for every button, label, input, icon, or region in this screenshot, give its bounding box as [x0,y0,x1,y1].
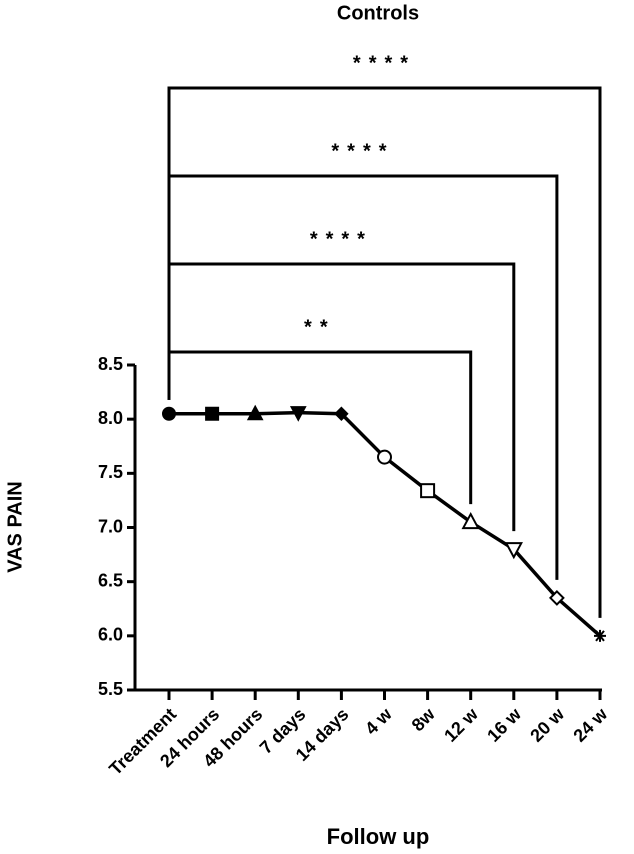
x-tick-label: 12 w [440,703,482,745]
significance-bracket [167,350,473,505]
y-axis-label: VAS PAIN [4,481,26,573]
marker [420,483,436,499]
marker [162,406,176,421]
marker [461,511,480,530]
x-tick-label: 24 w [569,703,611,745]
x-tick-label: 16 w [483,703,525,745]
significance-label: ** [304,316,336,338]
y-tick-label: 7.0 [98,516,123,536]
marker [205,406,220,421]
y-tick-label: 5.5 [98,679,123,699]
marker [504,542,523,560]
y-tick-label: 8.0 [98,408,123,428]
x-tick-label: 20 w [526,703,568,745]
y-tick-label: 8.5 [98,354,123,374]
y-tick-label: 6.0 [98,625,123,645]
significance-label: **** [353,52,416,74]
y-tick-label: 7.5 [98,462,123,482]
marker [594,629,606,642]
y-tick-label: 6.5 [98,570,123,590]
significance-label: **** [310,228,373,250]
x-tick-label: 8w [408,703,440,735]
series-line [169,410,602,638]
chart-title: Controls [337,2,419,24]
marker [334,406,349,421]
marker [246,404,264,421]
marker [548,590,565,606]
significance-label: **** [331,140,394,162]
significance-bracket [167,262,516,532]
marker [289,406,307,422]
x-axis-label: Follow up [327,824,430,849]
significance-bracket [167,86,602,618]
x-tick-label: 4 w [361,703,396,738]
marker [377,449,392,465]
